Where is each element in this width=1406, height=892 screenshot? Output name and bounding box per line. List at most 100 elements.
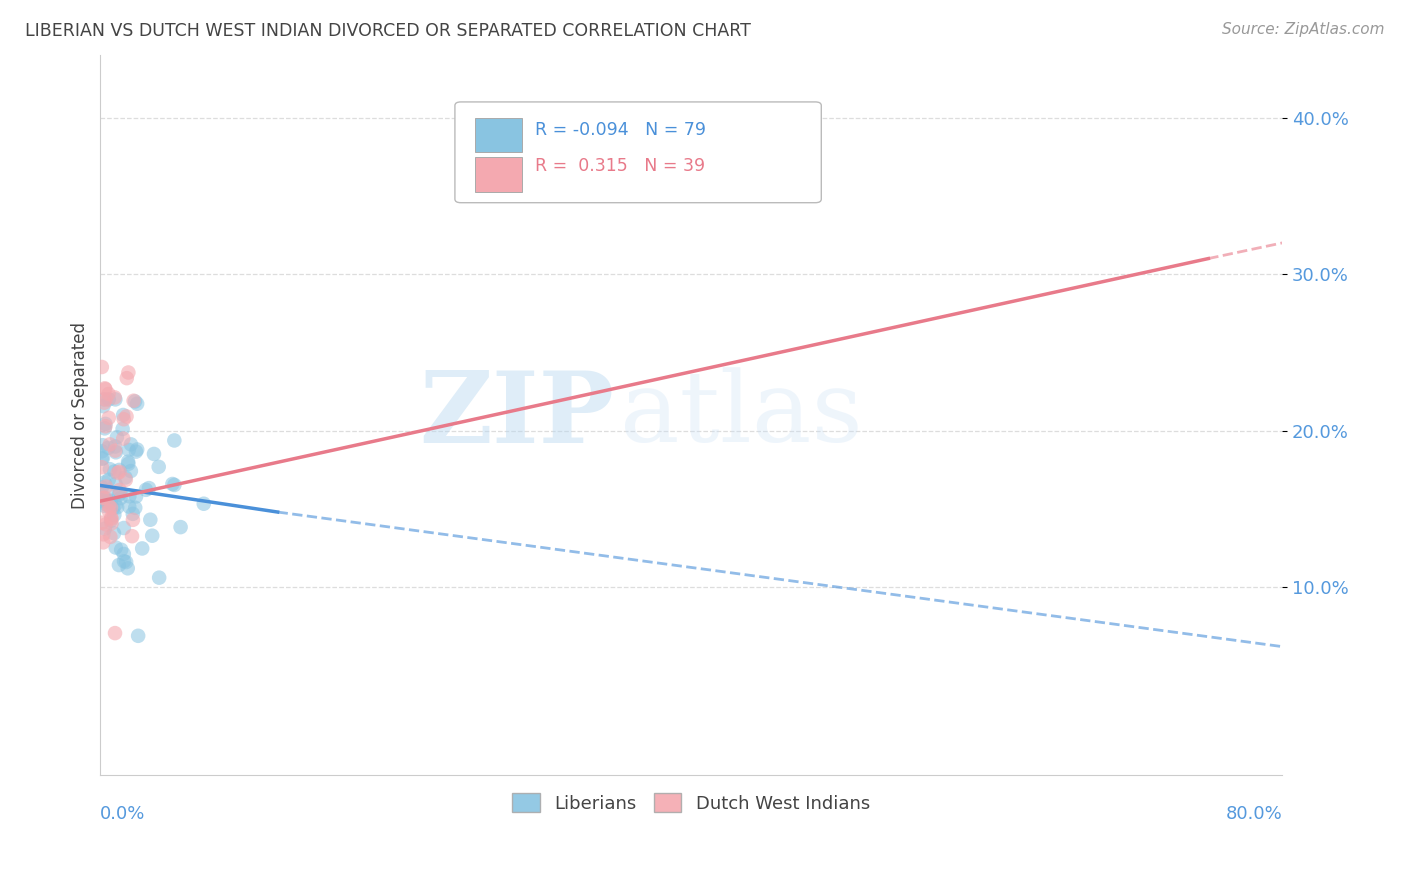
Point: [105, 500, 128, 515]
Point: [94, 419, 117, 434]
Point: [93, 475, 115, 490]
Point: [127, 397, 149, 411]
Point: [127, 442, 149, 457]
Point: [94, 382, 117, 396]
Point: [122, 393, 145, 408]
Point: [100, 512, 122, 526]
Point: [91, 527, 114, 541]
Point: [104, 443, 127, 458]
Point: [94, 392, 117, 407]
Point: [121, 529, 143, 543]
Point: [90, 516, 112, 530]
Point: [94, 417, 117, 431]
Point: [98, 437, 121, 451]
Point: [124, 394, 146, 409]
Point: [93, 421, 115, 435]
Point: [105, 430, 128, 444]
Point: [94, 491, 117, 505]
Point: [103, 501, 125, 516]
Point: [110, 485, 132, 500]
Point: [114, 470, 136, 484]
Point: [100, 500, 122, 515]
Point: [98, 495, 121, 509]
Point: [91, 451, 114, 466]
Point: [104, 391, 127, 405]
Point: [118, 442, 141, 457]
Point: [118, 500, 141, 514]
Point: [112, 412, 135, 426]
Y-axis label: Divorced or Separated: Divorced or Separated: [72, 321, 89, 508]
Point: [93, 395, 115, 409]
Point: [138, 481, 160, 495]
Point: [108, 463, 131, 477]
Point: [94, 494, 117, 508]
Point: [112, 554, 135, 568]
Point: [193, 497, 215, 511]
Point: [94, 517, 117, 532]
Point: [141, 529, 163, 543]
Point: [100, 494, 122, 508]
Point: [148, 459, 170, 474]
Point: [98, 462, 121, 476]
Point: [108, 483, 131, 497]
Point: [118, 489, 141, 503]
Point: [163, 434, 186, 448]
Point: [97, 410, 120, 425]
Text: LIBERIAN VS DUTCH WEST INDIAN DIVORCED OR SEPARATED CORRELATION CHART: LIBERIAN VS DUTCH WEST INDIAN DIVORCED O…: [25, 22, 751, 40]
Text: Source: ZipAtlas.com: Source: ZipAtlas.com: [1222, 22, 1385, 37]
FancyBboxPatch shape: [475, 157, 522, 192]
Text: 80.0%: 80.0%: [1226, 805, 1282, 823]
Point: [97, 499, 120, 513]
Point: [115, 555, 138, 569]
Point: [94, 381, 117, 395]
Point: [94, 522, 117, 536]
Point: [96, 484, 118, 499]
Point: [110, 542, 132, 557]
Point: [112, 432, 135, 446]
Point: [108, 487, 131, 501]
Point: [112, 521, 135, 535]
Point: [97, 504, 120, 518]
Point: [104, 498, 127, 512]
Text: ZIP: ZIP: [419, 367, 614, 464]
Point: [127, 629, 149, 643]
Point: [108, 465, 131, 479]
Point: [111, 422, 134, 436]
Point: [115, 409, 138, 424]
Point: [143, 447, 166, 461]
Point: [90, 480, 112, 494]
Point: [110, 491, 132, 506]
Point: [94, 497, 117, 511]
Point: [125, 490, 148, 504]
Point: [124, 500, 146, 515]
Point: [100, 516, 122, 531]
Point: [90, 444, 112, 458]
Point: [91, 535, 114, 549]
Point: [120, 464, 142, 478]
Text: R =  0.315   N = 39: R = 0.315 N = 39: [536, 157, 706, 176]
Point: [91, 438, 114, 452]
Point: [94, 491, 117, 506]
Point: [104, 440, 127, 454]
Point: [91, 491, 114, 505]
Point: [139, 513, 162, 527]
Text: 0.0%: 0.0%: [100, 805, 146, 823]
Point: [117, 561, 139, 575]
Point: [97, 473, 120, 487]
Point: [162, 477, 184, 491]
Point: [120, 437, 142, 451]
Point: [104, 392, 127, 407]
Point: [100, 510, 122, 524]
Text: R = -0.094   N = 79: R = -0.094 N = 79: [536, 120, 706, 138]
FancyBboxPatch shape: [456, 102, 821, 202]
Point: [121, 507, 143, 521]
Point: [122, 513, 145, 527]
Point: [97, 392, 120, 407]
Point: [94, 480, 117, 494]
Point: [91, 399, 114, 413]
Point: [103, 508, 125, 522]
Point: [135, 483, 157, 497]
Point: [90, 451, 112, 466]
Point: [90, 494, 112, 508]
Point: [93, 499, 115, 513]
